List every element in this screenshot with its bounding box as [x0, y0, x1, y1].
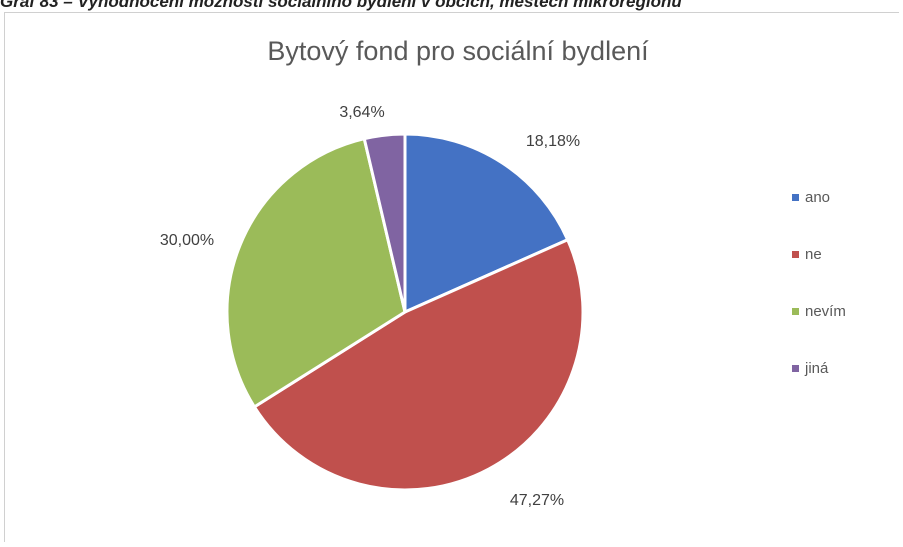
chart-frame: [4, 12, 899, 542]
data-label-nevím: 30,00%: [160, 232, 214, 249]
legend-label-ne: ne: [805, 246, 822, 263]
legend-swatch-nevím: [792, 308, 799, 315]
pie-slice-ano: [403, 132, 570, 315]
pie-slice-jiná: [362, 132, 407, 313]
data-label-ano: 18,18%: [526, 133, 580, 150]
legend: ano ne nevím jiná: [792, 189, 846, 377]
legend-label-ano: ano: [805, 189, 830, 206]
legend-label-nevím: nevím: [805, 303, 846, 320]
legend-swatch-ne: [792, 251, 799, 258]
data-label-jiná: 3,64%: [339, 104, 384, 121]
chart-title: Bytový fond pro sociální bydlení: [267, 36, 649, 66]
pie-slices: [225, 132, 585, 492]
pie-slice-nevím: [225, 136, 407, 409]
figure-caption: Graf 83 – Vyhodnocení možností sociálníh…: [0, 0, 682, 11]
pie-slice-ne: [252, 237, 585, 492]
data-labels: 18,18% 47,27% 30,00% 3,64%: [160, 104, 580, 509]
data-label-ne: 47,27%: [510, 492, 564, 509]
legend-label-jiná: jiná: [804, 360, 829, 377]
legend-swatch-ano: [792, 194, 799, 201]
legend-swatch-jiná: [792, 365, 799, 372]
